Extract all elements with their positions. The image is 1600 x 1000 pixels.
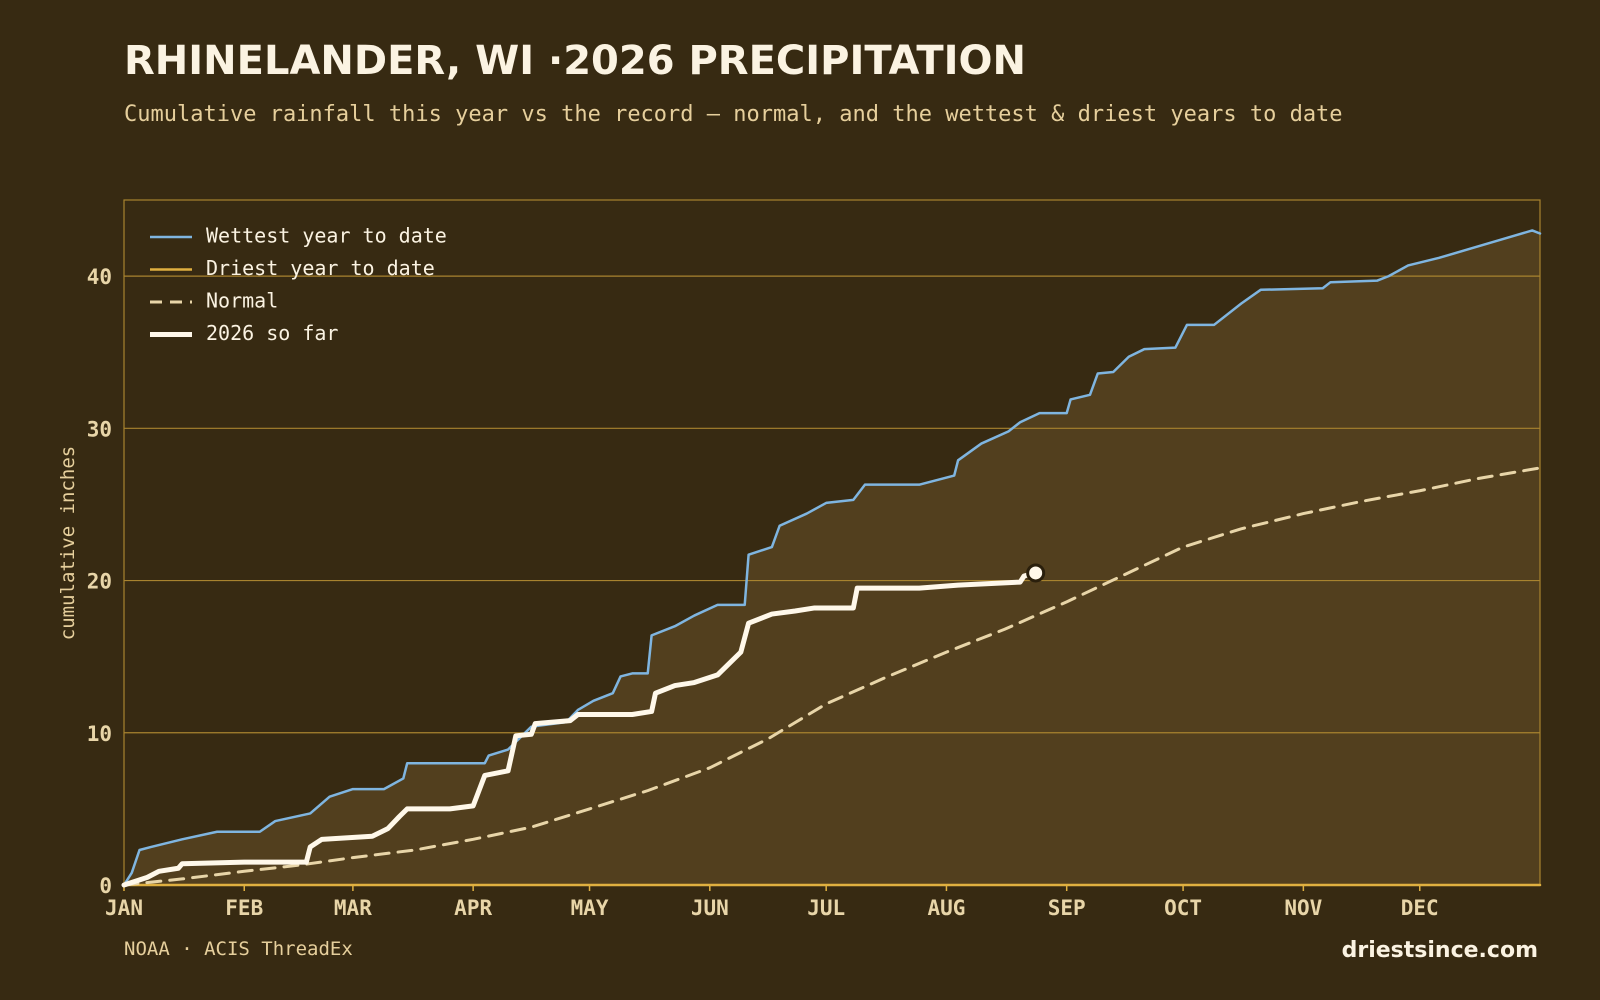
x-tick-label: DEC (1401, 896, 1439, 920)
x-tick-label: SEP (1048, 896, 1086, 920)
chart-title: RHINELANDER, WI ·2026 PRECIPITATION (124, 38, 1026, 84)
x-tick-label: FEB (225, 896, 263, 920)
legend-label: Normal (206, 289, 278, 313)
x-tick-label: AUG (927, 896, 965, 920)
x-tick-label: APR (454, 896, 492, 920)
y-tick-label: 30 (87, 417, 112, 441)
legend-label: Driest year to date (206, 256, 435, 280)
source: NOAA · ACIS ThreadEx (124, 938, 353, 960)
series-line (122, 229, 1542, 887)
series-line (121, 570, 1039, 888)
x-tick-label: MAR (334, 896, 372, 920)
latest-point (1026, 563, 1046, 583)
x-tick-label: NOV (1284, 896, 1322, 920)
brand: driestsince.com (1342, 938, 1538, 963)
x-tick-label: OCT (1164, 896, 1202, 920)
area (124, 230, 1540, 885)
chart-subtitle: Cumulative rainfall this year vs the rec… (124, 102, 1343, 127)
legend-label: Wettest year to date (206, 224, 447, 248)
legend-label: 2026 so far (206, 321, 338, 345)
y-axis-label: cumulative inches (57, 446, 79, 640)
series-line (122, 466, 1542, 887)
y-tick-label: 0 (99, 874, 112, 898)
x-tick-label: JUN (691, 896, 729, 920)
x-tick-label: JAN (105, 896, 143, 920)
y-tick-label: 20 (87, 570, 112, 594)
y-tick-label: 40 (87, 265, 112, 289)
x-tick-label: JUL (807, 896, 845, 920)
x-tick-label: MAY (571, 896, 609, 920)
y-tick-label: 10 (87, 722, 112, 746)
